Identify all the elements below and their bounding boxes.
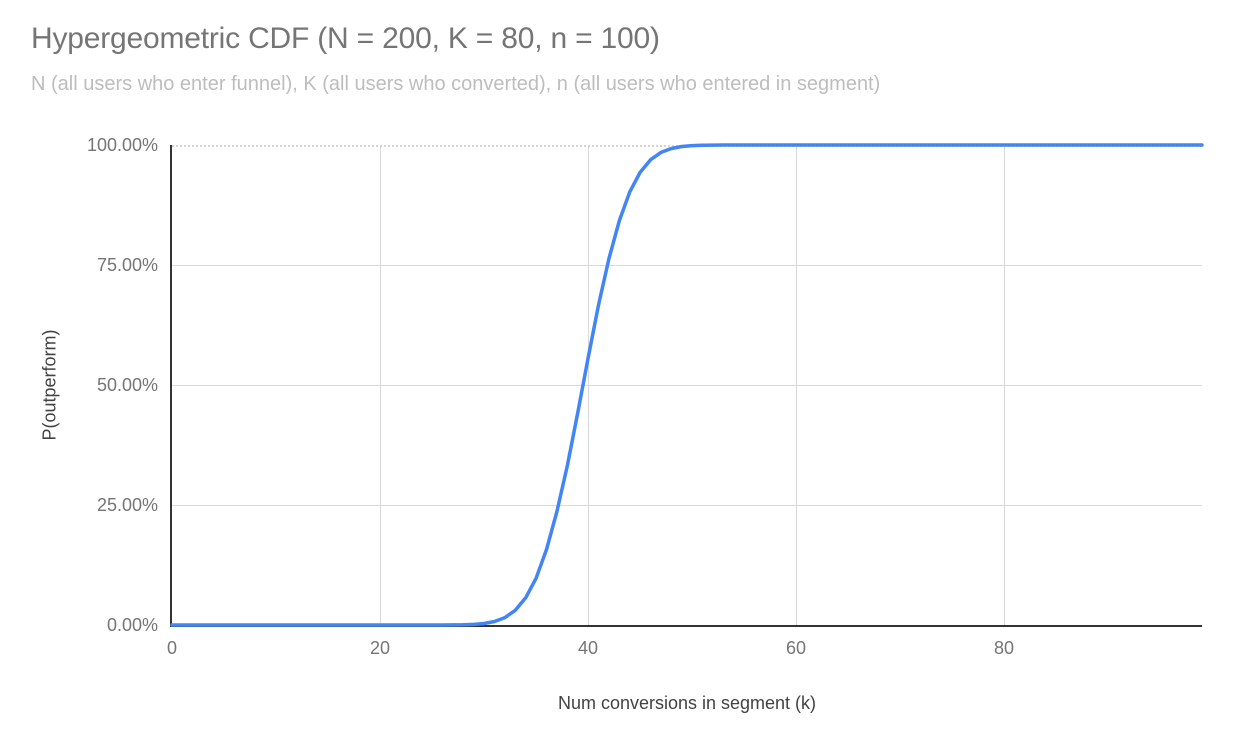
y-tick-label-75: 75.00% [96, 255, 158, 275]
gridline-x-60 [796, 145, 797, 625]
y-tick-label-100: 100.00% [86, 135, 158, 155]
x-axis-title: Num conversions in segment (k) [557, 693, 817, 713]
x-tick-label-40: 40 [577, 638, 599, 658]
cdf-curve [170, 143, 1204, 627]
chart-title: Hypergeometric CDF (N = 200, K = 80, n =… [31, 22, 660, 55]
x-tick-label-20: 20 [369, 638, 391, 658]
y-tick-label-0: 0.00% [106, 615, 158, 635]
y-tick-label-50: 50.00% [96, 375, 158, 395]
gridline-y-25 [172, 505, 1202, 506]
y-tick-label-25: 25.00% [96, 495, 158, 515]
gridline-x-80 [1004, 145, 1005, 625]
plot-area [170, 143, 1204, 627]
x-tick-label-0: 0 [166, 638, 178, 658]
gridline-y-50 [172, 385, 1202, 386]
gridline-x-40 [588, 145, 589, 625]
gridline-y-75 [172, 265, 1202, 266]
gridline-x-20 [380, 145, 381, 625]
y-axis-title: P(outperform) [39, 329, 60, 441]
x-tick-label-60: 60 [785, 638, 807, 658]
cdf-curve-path [170, 143, 1204, 627]
chart-subtitle: N (all users who enter funnel), K (all u… [31, 73, 881, 95]
x-tick-label-80: 80 [993, 638, 1015, 658]
